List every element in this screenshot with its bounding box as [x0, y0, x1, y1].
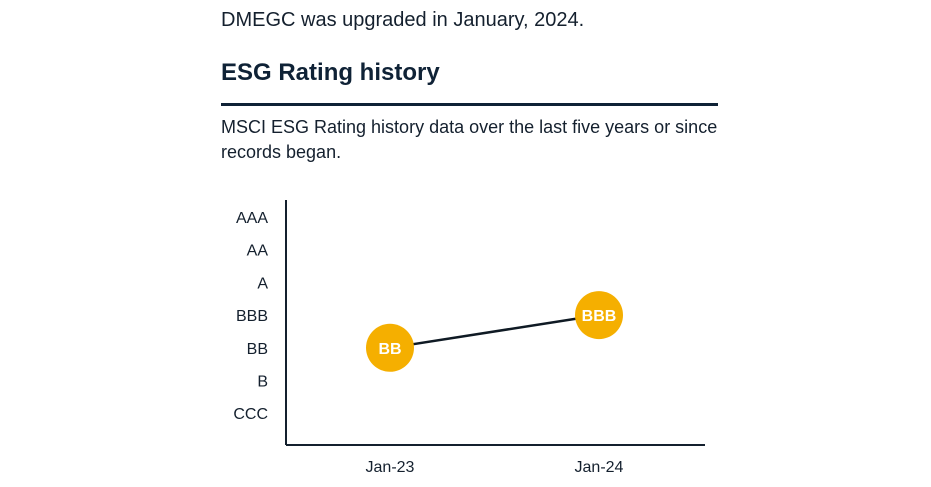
- rating-trend-line: [389, 313, 600, 350]
- section-description: MSCI ESG Rating history data over the la…: [221, 117, 718, 162]
- y-tick-label: BBB: [236, 308, 268, 325]
- upgrade-summary: DMEGC was upgraded in January, 2024.: [221, 9, 585, 31]
- x-tick-label: Jan-23: [366, 459, 415, 476]
- rating-marker-label: BB: [378, 341, 401, 358]
- rating-marker: [575, 291, 623, 340]
- y-tick-label: AAA: [236, 210, 268, 227]
- x-tick-label: Jan-24: [575, 459, 624, 476]
- title-divider: [221, 103, 718, 106]
- y-tick-label: A: [257, 275, 268, 292]
- rating-marker-label: BBB: [582, 308, 617, 325]
- y-tick-label: BB: [247, 341, 268, 358]
- y-tick-label: CCC: [233, 406, 268, 423]
- rating-marker: [366, 323, 414, 372]
- y-tick-label: AA: [247, 243, 269, 260]
- section-title: ESG Rating history: [221, 59, 440, 86]
- y-tick-label: B: [257, 374, 268, 391]
